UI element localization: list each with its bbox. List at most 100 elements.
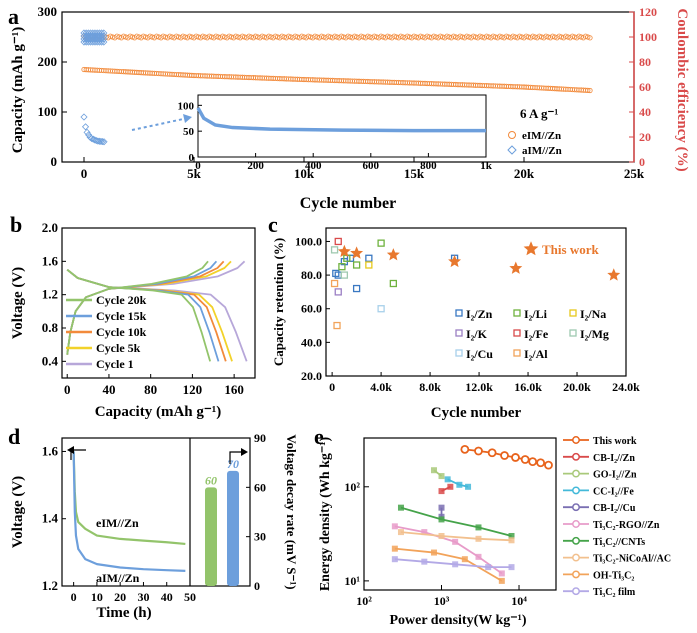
aim-capacity-point bbox=[98, 138, 107, 146]
panel-b-ylabel: Voltage (V) bbox=[10, 267, 26, 339]
inset-ytick-label: 50 bbox=[183, 126, 195, 138]
ragone-point bbox=[475, 553, 482, 560]
panel-b-xlabel: Capacity (mAh g⁻¹) bbox=[95, 404, 222, 420]
panel-a-xtick-label: 0 bbox=[81, 166, 88, 181]
ragone-point bbox=[397, 504, 404, 511]
eim-efficiency-point bbox=[490, 33, 496, 39]
eim-efficiency-point bbox=[464, 33, 470, 39]
panel-a-y2tick-label: 40 bbox=[639, 105, 651, 119]
inset-aim-curve bbox=[196, 107, 486, 133]
panel-a-inset-frame bbox=[197, 94, 487, 158]
panel-d: d 0 10 20 30 40 50 1.2 1.4 1.6 0 30 60 90 60 70 eIM//… bbox=[8, 424, 299, 621]
voltage-decay-curve bbox=[72, 451, 186, 572]
panel-b-xtick-label: 80 bbox=[144, 382, 157, 397]
aim-capacity-point bbox=[100, 138, 108, 146]
panel-b-frame bbox=[61, 227, 256, 379]
retention-point bbox=[377, 305, 385, 313]
ragone-point bbox=[438, 473, 445, 480]
eim-efficiency-point bbox=[338, 33, 344, 39]
eim-efficiency-point bbox=[213, 33, 219, 39]
panel-a-y2tick-label: 0 bbox=[639, 155, 645, 169]
panel-e-legend-marker bbox=[572, 570, 580, 579]
panel-c-xlabel: Cycle number bbox=[431, 405, 522, 421]
ragone-point bbox=[447, 483, 454, 490]
ragone-point bbox=[391, 545, 398, 552]
eim-efficiency-point bbox=[510, 33, 516, 39]
panel-b-ytick-label: 1.6 bbox=[42, 253, 59, 268]
ragone-point bbox=[421, 529, 428, 536]
eim-efficiency-point bbox=[233, 33, 239, 39]
panel-b-legend-label: Cycle 15k bbox=[96, 309, 147, 323]
retention-point bbox=[330, 279, 339, 288]
panel-c-xtick-label: 0 bbox=[329, 380, 335, 394]
panel-a-y2tick-label: 100 bbox=[639, 30, 657, 44]
panel-a-xlabel: Cycle number bbox=[300, 195, 396, 212]
retention-point bbox=[389, 279, 397, 288]
this-work-legend-label: This work bbox=[542, 242, 599, 257]
eim-efficiency-point bbox=[325, 33, 331, 39]
ragone-point bbox=[536, 458, 546, 468]
panel-d-y2tick-label: 30 bbox=[254, 530, 266, 544]
panel-e-xtick-label: 10⁴ bbox=[511, 594, 527, 608]
panel-d-ytick-label: 1.2 bbox=[42, 578, 58, 593]
eim-efficiency-point bbox=[299, 33, 305, 39]
eim-efficiency-point bbox=[272, 33, 278, 39]
panel-a-xtick-label: 10k bbox=[294, 166, 315, 181]
ragone-point bbox=[421, 558, 428, 565]
retention-point bbox=[330, 246, 339, 254]
eim-efficiency-point bbox=[253, 33, 259, 39]
panel-c-legend-label: I₂/Al bbox=[524, 347, 548, 361]
ragone-point bbox=[511, 453, 520, 462]
panel-b-ytick-label: 0.8 bbox=[42, 320, 59, 335]
ragone-point bbox=[460, 444, 470, 454]
legend-eim-label: eIM//Zn bbox=[522, 130, 561, 142]
panel-e-legend-label: GO-I₂//Zn bbox=[593, 470, 637, 481]
eim-efficiency-point bbox=[305, 33, 311, 39]
ragone-curve bbox=[400, 531, 512, 542]
panel-e-legend-label: Ti₃C₂-NiCoAl//AC bbox=[593, 554, 671, 565]
panel-d-xtick-label: 50 bbox=[184, 590, 196, 604]
curve-label-eim: eIM//Zn bbox=[96, 516, 139, 530]
aim-capacity-point bbox=[94, 137, 102, 145]
this-work-star bbox=[448, 254, 462, 268]
panel-a-y2tick-label: 20 bbox=[639, 130, 651, 144]
panel-c-legend-swatch bbox=[455, 329, 463, 337]
panel-e-legend-marker bbox=[572, 520, 580, 528]
panel-d-xtick-label: 10 bbox=[91, 590, 103, 604]
panel-a-xtick-label: 25k bbox=[624, 166, 645, 181]
panel-e-xtick-label: 10³ bbox=[434, 594, 450, 608]
panel-a-y2tick-label: 80 bbox=[639, 55, 651, 69]
panel-c-legend-swatch bbox=[569, 309, 577, 317]
eim-efficiency-point bbox=[391, 33, 397, 39]
ragone-point bbox=[508, 537, 515, 544]
legend-aim-label: aIM//Zn bbox=[522, 145, 562, 157]
panel-e-ytick-label: 10¹ bbox=[344, 574, 360, 588]
inset-pointer-arrow bbox=[131, 117, 189, 131]
panel-b: b 0 40 80 120 160 0.4 0.8 1.2 1.6 2.0 Cycle 20k Cy… bbox=[10, 212, 256, 420]
ragone-point bbox=[465, 483, 472, 490]
panel-e-frame bbox=[363, 437, 557, 591]
right-axis-arrow bbox=[229, 451, 244, 464]
charge-curve bbox=[66, 260, 246, 355]
ragone-point bbox=[528, 457, 538, 467]
eim-efficiency-point bbox=[587, 35, 593, 41]
panel-e-ytick-label: 10² bbox=[344, 480, 360, 494]
ragone-point bbox=[475, 524, 482, 531]
eim-efficiency-point bbox=[424, 33, 430, 39]
panel-c-letter: c bbox=[268, 212, 278, 237]
panel-c-legend-label: I₂/Na bbox=[580, 307, 606, 321]
panel-c-legend-swatch bbox=[513, 349, 521, 357]
eim-efficiency-point bbox=[345, 33, 351, 39]
panel-d-ytick-label: 1.4 bbox=[42, 511, 59, 526]
panel-a-ytick-label: 100 bbox=[38, 104, 58, 119]
panel-a-xtick-label: 5k bbox=[187, 166, 202, 181]
eim-efficiency-point bbox=[318, 33, 325, 39]
panel-e-legend-label: Ti₃C₂ film bbox=[593, 587, 636, 598]
panel-e-legend-label: This work bbox=[593, 436, 637, 447]
retention-point bbox=[338, 263, 346, 271]
panel-d-ylabel: Voltage (V) bbox=[10, 476, 26, 548]
eim-capacity-point bbox=[585, 87, 591, 93]
panel-a-xtick-label: 15k bbox=[404, 166, 425, 181]
eim-efficiency-point bbox=[239, 33, 245, 39]
ragone-point bbox=[391, 523, 398, 530]
